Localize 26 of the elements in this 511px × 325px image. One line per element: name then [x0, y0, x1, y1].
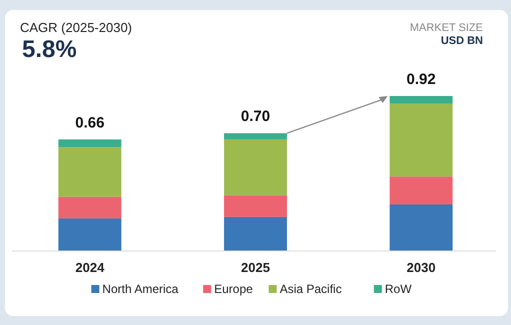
bar	[224, 216, 287, 251]
bar	[390, 96, 453, 104]
x-tick-label: 2024	[75, 260, 106, 275]
bar	[58, 196, 122, 218]
legend-label: RoW	[384, 282, 412, 296]
text: MARKET SIZE	[410, 22, 483, 34]
legend-label: North America	[102, 282, 179, 296]
annotation: 0.66	[75, 114, 104, 132]
bar	[390, 176, 453, 204]
bar	[224, 195, 287, 217]
bar	[58, 147, 122, 197]
annotation: 0.70	[240, 108, 270, 126]
bar	[58, 139, 122, 148]
chart-title: CAGR (2025-2030)	[20, 20, 132, 35]
bar	[58, 218, 122, 251]
x-tick-label: 2025	[241, 260, 270, 275]
bar	[390, 204, 453, 251]
annotation: 0.92	[406, 71, 436, 88]
x-tick-label: 2030	[406, 260, 436, 275]
legend-label: Europe	[214, 282, 254, 296]
bar	[224, 133, 287, 140]
legend-label: Asia Pacific	[280, 282, 342, 296]
bar	[390, 104, 453, 177]
bar	[224, 139, 287, 196]
chart-subtitle: 5.8%	[22, 36, 77, 63]
text: USD BN	[440, 35, 484, 47]
